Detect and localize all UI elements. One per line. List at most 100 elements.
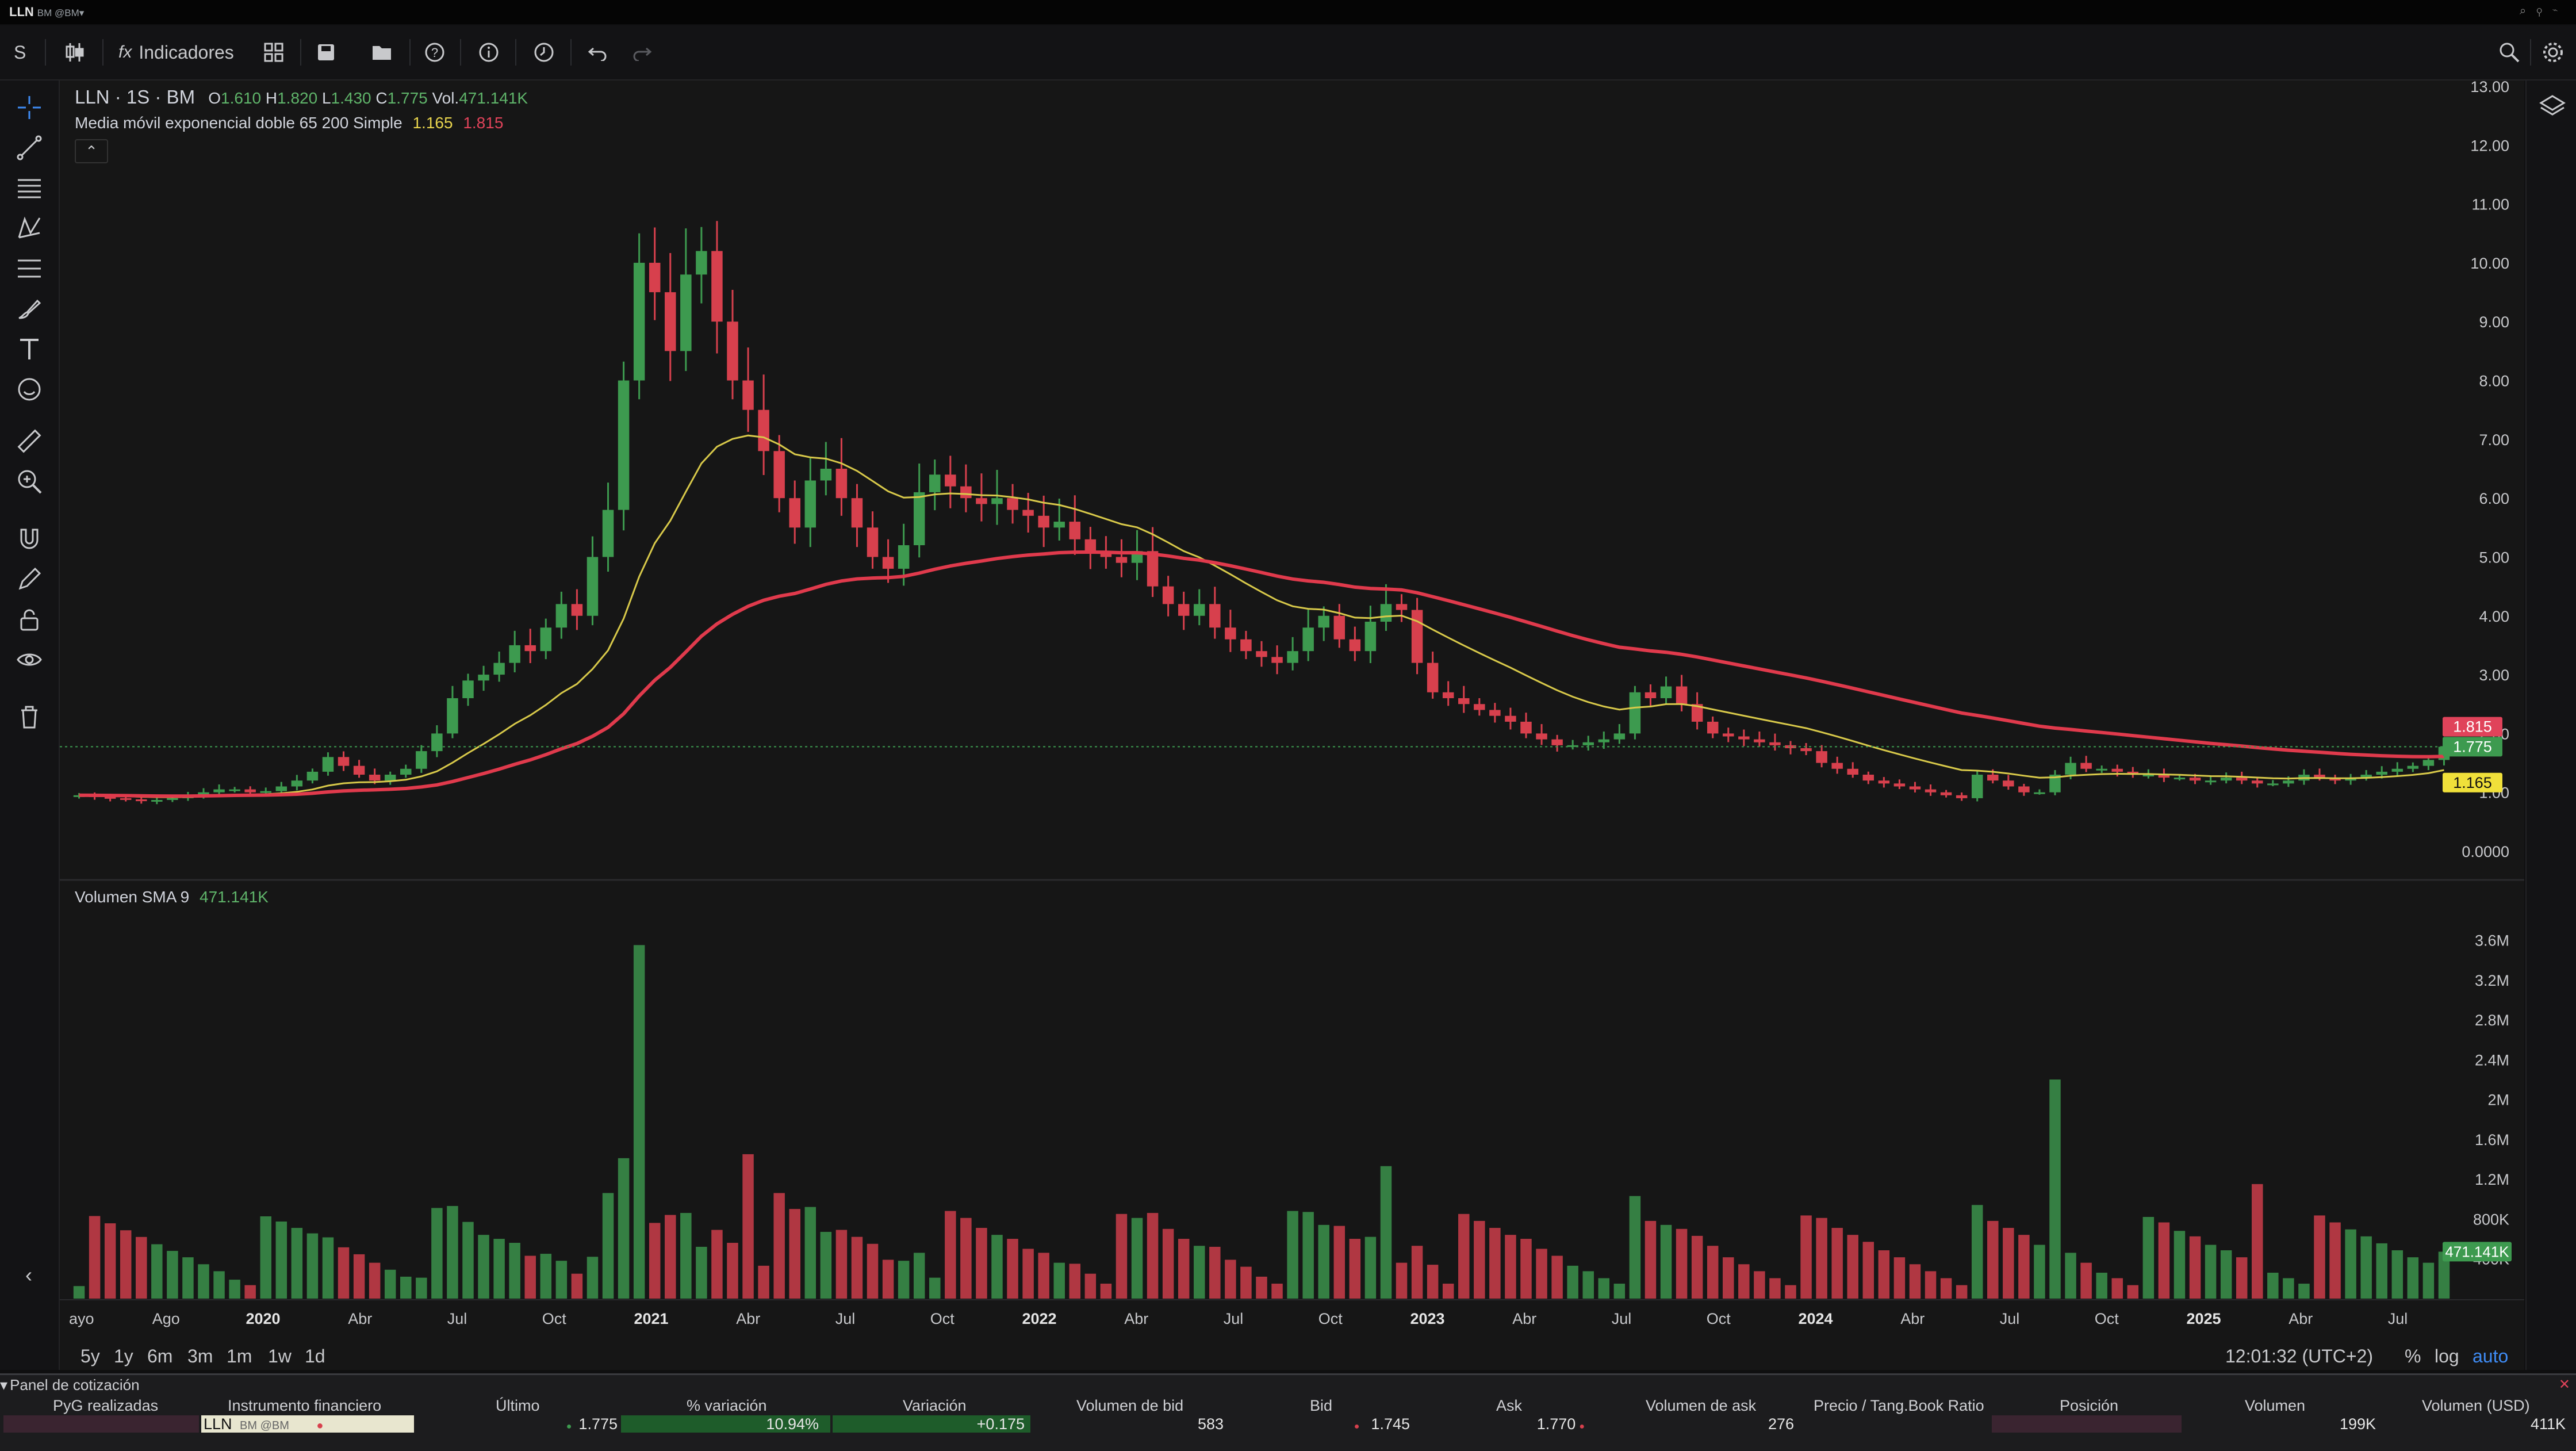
lock-icon[interactable] [14,604,45,635]
brush-icon[interactable] [14,293,45,324]
layouts-icon[interactable] [263,39,284,66]
clock-label[interactable]: 12:01:32 (UTC+2) [2225,1346,2374,1366]
search-icon[interactable] [2498,39,2521,66]
folder-icon[interactable] [371,39,392,66]
col-pct-change[interactable]: % variación [687,1397,767,1414]
volume-bar [1333,1226,1346,1299]
percent-toggle[interactable]: % [2405,1346,2421,1366]
cell-instrument[interactable]: LLN BM @BM ● [201,1415,414,1433]
panel-title[interactable]: ▾ Panel de cotización [0,1376,140,1393]
undo-icon[interactable] [588,39,608,66]
col-pyg[interactable]: PyG realizadas [53,1397,159,1414]
volume-bar [322,1237,334,1299]
pattern-icon[interactable] [14,213,45,244]
time-tick-label: Abr [1512,1310,1536,1327]
badge-ma-slow-text: 1.815 [2453,718,2492,736]
magnet-icon[interactable] [14,523,45,554]
range-6m[interactable]: 6m [147,1346,173,1366]
volume-bar [2049,1079,2061,1299]
cell-volume: 199K [2339,1415,2376,1433]
col-volume-usd[interactable]: Volumen (USD) [2422,1397,2530,1414]
volume-bar [1940,1278,1952,1299]
candle-body [913,492,925,545]
candle-body [1084,539,1097,552]
trash-icon[interactable] [14,702,45,733]
volume-bar [104,1223,116,1299]
col-ask-volume[interactable]: Volumen de ask [1646,1397,1757,1414]
horizontal-lines-icon[interactable] [14,173,45,204]
fib-icon[interactable] [14,253,45,284]
candle-body [1800,748,1812,752]
collapse-arrow-icon[interactable]: ‹ [25,1263,32,1287]
chart-canvas[interactable]: 13.00 12.00 11.00 10.00 9.00 8.00 7.00 6.00 5.00… [60,78,2524,1370]
candle-body [1442,692,1454,698]
pencil-lock-icon[interactable] [14,564,45,595]
candle-body [1100,551,1112,557]
range-3m[interactable]: 3m [187,1346,213,1366]
col-position[interactable]: Posición [2060,1397,2119,1414]
cell-bid: ● 1.745 [1354,1415,1410,1433]
drawing-toolbar: ‹ [0,81,60,1370]
volume-bar [524,1255,536,1299]
candle-body [1209,604,1221,628]
candle-body [1271,657,1283,663]
auto-toggle[interactable]: auto [2472,1346,2509,1366]
candle-body [2096,768,2107,771]
range-5y[interactable]: 5y [80,1346,100,1366]
text-icon[interactable] [14,334,45,365]
clock-icon[interactable] [534,39,554,66]
col-change[interactable]: Variación [903,1397,967,1414]
window-controls[interactable]: ⌕⚲⌁ [2520,5,2568,17]
ruler-icon[interactable] [14,426,45,457]
col-bid-volume[interactable]: Volumen de bid [1076,1397,1184,1414]
emoji-icon[interactable] [14,374,45,405]
price-tick-label: 6.00 [2479,490,2509,507]
candle-body [991,498,1003,504]
col-last[interactable]: Último [496,1397,540,1414]
collapse-legend-button[interactable]: ⌃ [75,139,108,163]
range-1y[interactable]: 1y [114,1346,133,1366]
info-icon[interactable] [478,39,499,66]
col-pb-ratio[interactable]: Precio / Tang.Book Ratio [1814,1397,1984,1414]
range-1w[interactable]: 1w [268,1346,292,1366]
collapse-icon[interactable]: ▾ [0,1376,8,1393]
volume-bar [291,1228,303,1299]
legend-moving-average[interactable]: Media móvil exponencial doble 65 200 Sim… [75,114,504,132]
time-tick-label: Abr [736,1310,760,1327]
indicators-button[interactable]: fx Indicadores [118,41,234,63]
zoom-in-icon[interactable] [14,466,45,497]
crosshair-icon[interactable] [14,92,45,123]
save-icon[interactable] [316,39,336,66]
volume-bar [1442,1284,1454,1299]
symbol-search-button[interactable]: S [14,41,26,63]
col-volume[interactable]: Volumen [2245,1397,2306,1414]
candles-icon[interactable] [63,39,86,66]
alert-icon[interactable]: ● [316,1419,324,1432]
help-icon[interactable]: ? [424,39,445,66]
volume-bar [898,1261,910,1299]
trend-line-icon[interactable] [14,132,45,163]
layers-icon[interactable] [2537,91,2568,122]
candle-body [416,751,427,769]
col-bid[interactable]: Bid [1310,1397,1333,1414]
range-1m[interactable]: 1m [227,1346,252,1366]
eye-icon[interactable] [14,644,45,675]
settings-gear-icon[interactable] [2542,39,2564,66]
range-1d[interactable]: 1d [305,1346,325,1366]
redo-icon[interactable] [631,39,652,66]
log-toggle[interactable]: log [2435,1346,2459,1366]
candle-body [1287,651,1298,663]
candle-body [1707,721,1719,734]
time-tick-label: 2021 [634,1310,668,1327]
close-panel-icon[interactable]: ✕ [2558,1377,2570,1392]
candle-body [1971,775,1983,798]
chart-area[interactable]: 13.00 12.00 11.00 10.00 9.00 8.00 7.00 6.00 5.00… [60,78,2524,1370]
time-tick-label: Ago [152,1310,180,1327]
candle-body [1194,604,1205,616]
candle-body [742,380,754,410]
volume-bar [1800,1215,1812,1299]
col-instrument[interactable]: Instrumento financiero [228,1397,382,1414]
time-tick-label: Oct [1318,1310,1343,1327]
volume-bar [2360,1236,2372,1299]
col-ask[interactable]: Ask [1496,1397,1523,1414]
